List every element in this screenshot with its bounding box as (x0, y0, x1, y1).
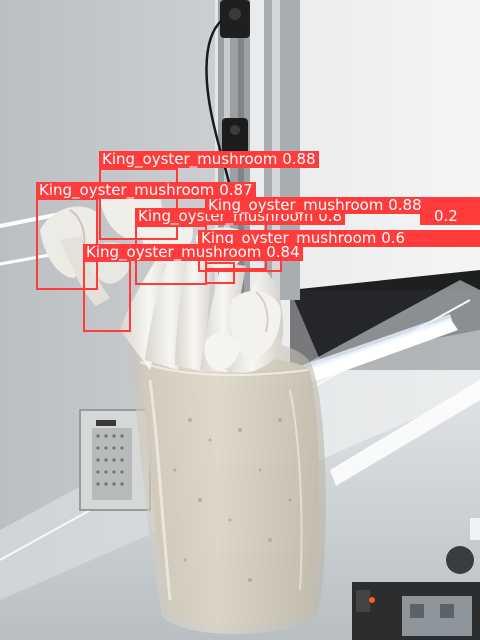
detection-score: 0.84 (266, 244, 300, 261)
detection-label: King_oyster_mushroom 0.88 (205, 197, 480, 214)
detection-box (205, 262, 235, 284)
detection-label: 0.2 (420, 208, 480, 225)
detection-label: King_oyster_mushroom 0.87 (36, 182, 256, 199)
detection-label: King_oyster_mushroom 0.88 (99, 151, 319, 168)
detection-box (99, 168, 178, 240)
detection-class: King_oyster_mushroom (201, 230, 377, 247)
detection-score: 0.88 (388, 197, 422, 214)
detection-score: 0.2 (434, 208, 458, 225)
detection-box (83, 260, 131, 332)
detection-class: King_oyster_mushroom (39, 182, 215, 199)
detection-class: King_oyster_mushroom (102, 151, 278, 168)
detection-class: King_oyster_mushroom (208, 197, 384, 214)
detection-score: 0.88 (282, 151, 316, 168)
detection-score: 0.87 (219, 182, 253, 199)
detection-score: 0.6 (381, 230, 406, 247)
detection-label: King_oyster_mushroom 0.84 (83, 244, 303, 261)
detection-label: King_oyster_mushroom 0.6 (198, 230, 480, 247)
detection-class: King_oyster_mushroom (86, 244, 262, 261)
